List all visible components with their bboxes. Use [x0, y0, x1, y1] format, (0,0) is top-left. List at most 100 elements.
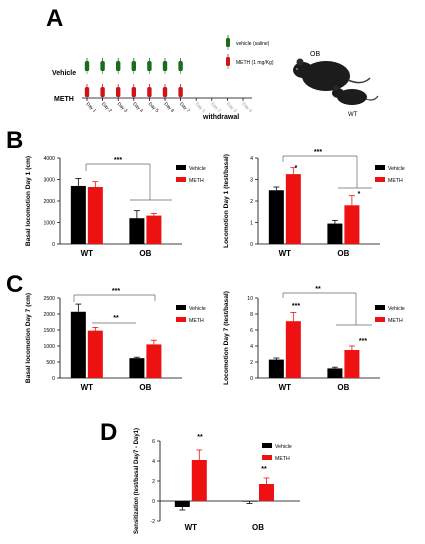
syringe-body [147, 61, 152, 71]
syringe-body [100, 87, 105, 97]
significance-stars: * [295, 165, 298, 172]
ob-mouse-icon [293, 58, 371, 91]
y-tick-label: 2000 [43, 199, 55, 205]
syringe-icon-vehicle-day-4 [131, 58, 136, 74]
y-tick-label: 0 [52, 376, 55, 382]
legend-label-vehicle: Vehicle [388, 306, 405, 312]
legend-label-meth: METH [388, 178, 403, 184]
syringe-body [131, 61, 136, 71]
chart-b-left: 0 1000 2000 3000 4000 Basal locomotion Day 1 … [25, 156, 182, 258]
bar-meth-ob [344, 205, 360, 244]
y-tick-label: 2000 [43, 312, 55, 318]
significance-stars: *** [314, 149, 322, 156]
significance-stars: *** [292, 303, 300, 310]
chart-c-right: 0 2 4 6 8 10 Locomotion Day 7 (test/basal) WT OB [223, 291, 380, 392]
y-tick-label: 2 [250, 199, 253, 205]
bar-vehicle-wt [174, 501, 190, 507]
y-axis-title: Locomotion Day 1 (test/basal) [223, 154, 230, 248]
syringe-body [84, 61, 90, 71]
wt-mouse-icon [332, 85, 379, 105]
withdrawal-label: withdrawal [202, 114, 239, 121]
y-tick-label: 1500 [43, 328, 55, 334]
y-tick-label: -2 [150, 519, 155, 525]
y-axis-title: Locomotion Day 7 (test/basal) [223, 291, 230, 385]
syringe-body [178, 61, 183, 71]
significance-stars: *** [114, 157, 122, 164]
syringe-icon-vehicle-day-2 [100, 58, 105, 74]
panel-label-c: C [6, 271, 23, 298]
legend-vehicle-saline: vehicle (saline) [236, 41, 270, 47]
y-tick-label: 4 [250, 344, 253, 350]
day-label: Day 6 [163, 101, 175, 113]
timeline-ticks [86, 98, 244, 101]
syringe-body [162, 87, 168, 97]
bar-vehicle-ob [242, 501, 257, 502]
legend-label-meth: METH [189, 178, 204, 184]
day-label: Day 3 [116, 101, 128, 113]
legend-label-meth: METH [275, 456, 290, 462]
significance-stars: ** [261, 466, 267, 473]
category-label: OB [139, 249, 151, 258]
syringe-icon-legend-vehicle [226, 35, 230, 50]
panel-label-a: A [46, 5, 63, 32]
day-label: Day 4 [132, 101, 144, 113]
significance-stars: *** [112, 288, 120, 295]
mouse-label-ob: OB [310, 51, 320, 58]
y-tick-label: 6 [250, 328, 253, 334]
y-tick-label: 8 [250, 312, 253, 318]
category-label: WT [279, 249, 292, 258]
y-tick-label: 0 [250, 376, 253, 382]
mice-illustration: OB WT [293, 51, 379, 118]
y-axis-title: Basal locomotion Day 7 (cm) [25, 293, 32, 383]
mouse-label-wt: WT [348, 112, 358, 118]
chart-legends: Vehicle METH Vehicle METH Vehicle METH Vehicle… [176, 165, 405, 462]
syringe-icon-vehicle-day-3 [116, 58, 121, 74]
category-label: WT [185, 523, 198, 532]
y-tick-label: 500 [46, 360, 55, 366]
legend-swatch-vehicle [375, 305, 385, 310]
bar-vehicle-wt [70, 311, 86, 378]
syringe-icon-vehicle-day-7 [178, 58, 183, 74]
legend-label-meth: METH [388, 318, 403, 324]
y-axis-title: Basal locomotion Day 1 (cm) [25, 156, 32, 246]
category-label: WT [81, 383, 94, 392]
y-tick-label: 0 [250, 242, 253, 248]
bar-meth-wt [285, 321, 301, 378]
legend-swatch-meth [262, 455, 272, 460]
bar-meth-wt [87, 330, 103, 378]
bar-vehicle-ob [327, 223, 343, 244]
day-label: Day 1 [194, 101, 206, 113]
syringe-body [178, 87, 183, 97]
syringe-icon-legend-meth [226, 54, 230, 69]
legend-meth-dose: METH (1 mg/Kg) [236, 60, 274, 66]
protocol-diagram: Vehicle METH Day 1 Day 2 Day 3 Day 4 Day 5 Da… [52, 35, 379, 121]
legend-swatch-vehicle [262, 443, 272, 448]
significance-stars: *** [359, 338, 367, 345]
legend-label-vehicle: Vehicle [275, 444, 292, 450]
row-label-vehicle: Vehicle [52, 70, 76, 77]
day-label: Day 2 [210, 101, 222, 113]
chart-b-right: 0 1 2 3 4 Locomotion Day 1 (test/basal) WT OB [223, 154, 380, 258]
syringe-body [84, 87, 90, 97]
bar-meth-ob [344, 350, 360, 378]
legend-swatch-meth [176, 317, 186, 322]
category-label: OB [139, 383, 151, 392]
bar-meth-wt [87, 187, 103, 244]
day-label: Day 2 [101, 101, 113, 113]
significance-stars: * [358, 191, 361, 198]
y-tick-label: 2 [152, 479, 155, 485]
legend-swatch-vehicle [176, 165, 186, 170]
syringe-body [116, 61, 121, 71]
category-label: OB [337, 383, 349, 392]
y-tick-label: 4 [152, 459, 155, 465]
y-tick-label: 1 [250, 221, 253, 227]
bar-meth-ob [146, 215, 162, 244]
bar-vehicle-ob [129, 358, 145, 378]
y-tick-label: 1000 [43, 344, 55, 350]
bar-vehicle-ob [327, 368, 343, 378]
bar-meth-ob [259, 484, 274, 501]
bar-meth-ob [146, 344, 162, 378]
legend-label-vehicle: Vehicle [189, 306, 206, 312]
day-label: Day 5 [148, 101, 160, 113]
day-label: Day 1 [85, 101, 97, 113]
